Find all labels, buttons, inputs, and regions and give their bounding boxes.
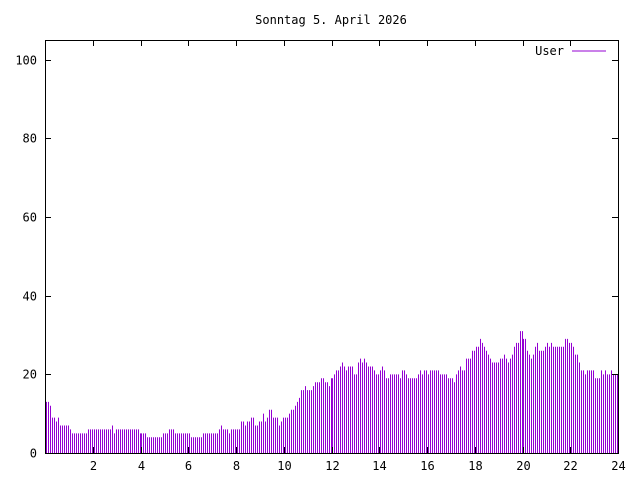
x-tick-label: 6 (185, 459, 192, 473)
x-tick-label: 24 (611, 459, 625, 473)
y-tick-label: 40 (23, 290, 37, 304)
y-tick-label: 60 (23, 211, 37, 225)
x-tick-label: 14 (372, 459, 386, 473)
x-tick-label: 10 (277, 459, 291, 473)
chart-title: Sonntag 5. April 2026 (255, 13, 407, 27)
y-tick-label: 0 (30, 447, 37, 461)
x-tick-label: 18 (468, 459, 482, 473)
x-tick-label: 8 (233, 459, 240, 473)
x-tick-label: 20 (516, 459, 530, 473)
legend-label: User (535, 44, 564, 58)
legend: User (535, 44, 606, 58)
x-tick-label: 12 (325, 459, 339, 473)
y-tick-label: 20 (23, 368, 37, 382)
x-tick-label: 22 (563, 459, 577, 473)
x-tick-label: 2 (90, 459, 97, 473)
y-tick-label: 80 (23, 132, 37, 146)
x-tick-label: 4 (138, 459, 145, 473)
bars (46, 331, 618, 453)
x-tick-label: 16 (420, 459, 434, 473)
y-tick-label: 100 (15, 54, 37, 68)
